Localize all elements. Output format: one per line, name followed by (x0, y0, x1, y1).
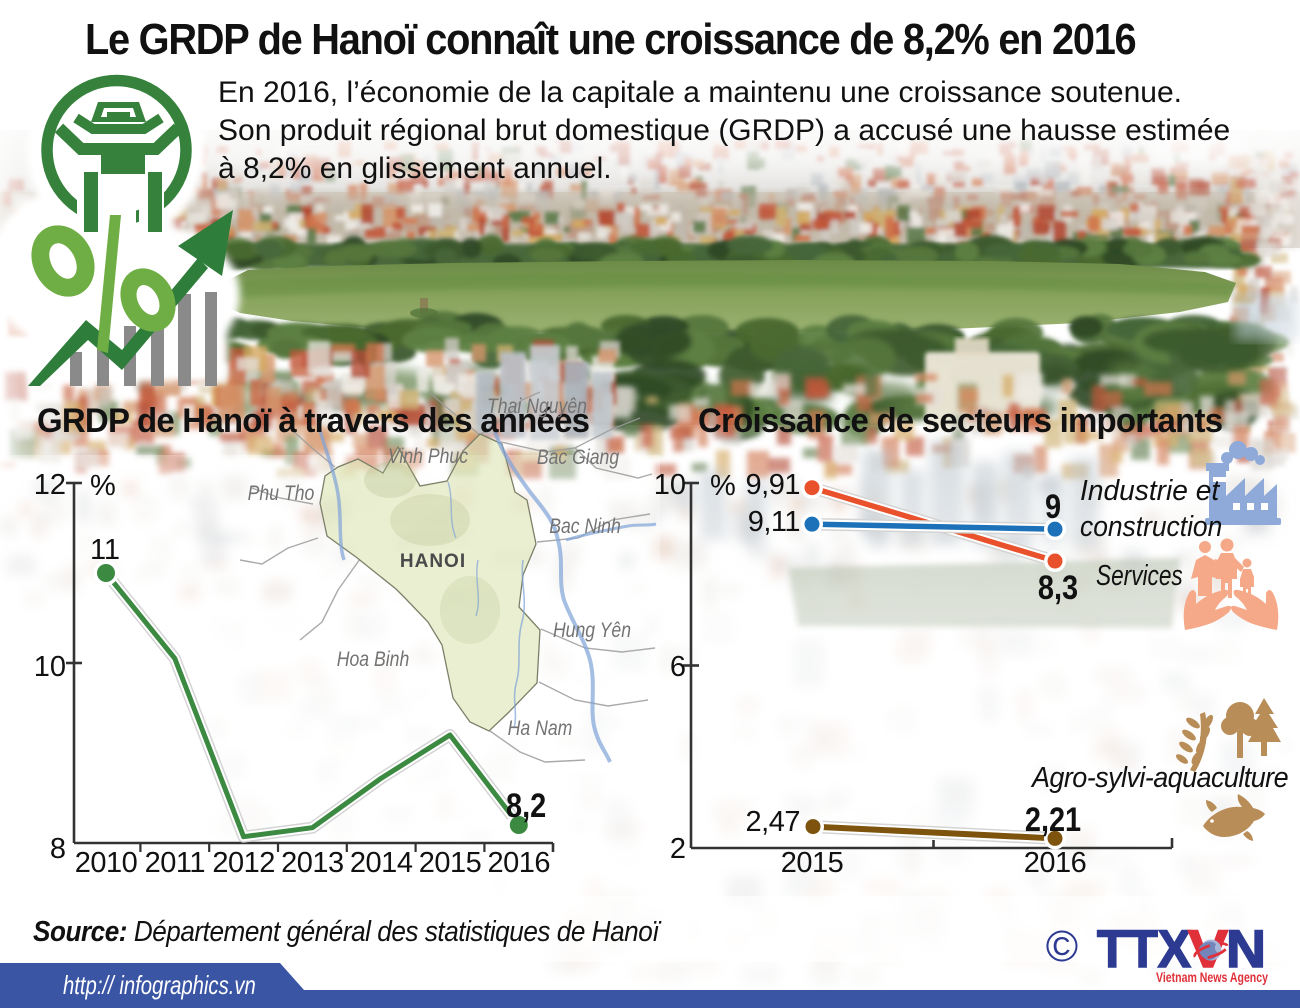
svg-text:Vietnam News Agency: Vietnam News Agency (1156, 969, 1268, 985)
svg-text:TTX: TTX (1097, 920, 1191, 979)
svg-text:N: N (1226, 920, 1266, 979)
svg-text:©: © (1046, 922, 1078, 971)
